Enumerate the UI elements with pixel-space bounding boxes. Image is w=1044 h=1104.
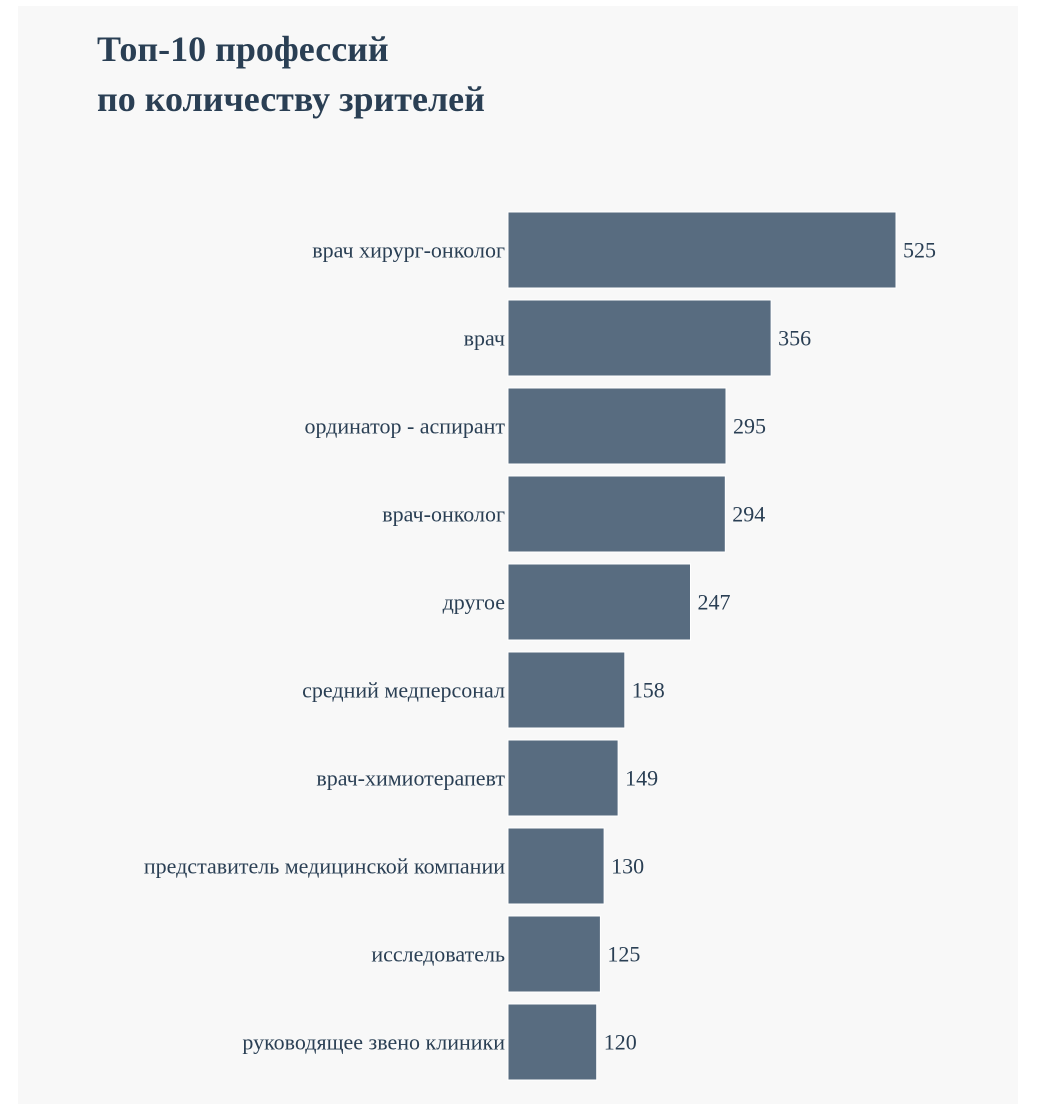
value-label-2: 295 <box>733 414 766 439</box>
bar-4 <box>507 563 691 641</box>
chart-title: Топ-10 профессий по количеству зрителей <box>97 24 485 124</box>
chart-title-line-2: по количеству зрителей <box>97 79 485 119</box>
category-label-8: исследователь <box>371 942 505 967</box>
category-label-4: другое <box>443 590 505 615</box>
category-label-7: представитель медицинской компании <box>144 854 505 879</box>
value-label-3: 294 <box>732 502 765 527</box>
value-label-0: 525 <box>903 238 936 263</box>
value-label-1: 356 <box>778 326 811 351</box>
bar-6 <box>507 739 619 817</box>
value-label-7: 130 <box>611 854 644 879</box>
bar-8 <box>507 915 601 993</box>
value-label-4: 247 <box>698 590 731 615</box>
value-label-8: 125 <box>607 942 640 967</box>
value-label-5: 158 <box>632 678 665 703</box>
bar-3 <box>507 475 726 553</box>
category-label-5: средний медперсонал <box>302 678 505 703</box>
value-label-6: 149 <box>625 766 658 791</box>
category-label-6: врач-химиотерапевт <box>316 766 505 791</box>
category-label-3: врач-онколог <box>382 502 505 527</box>
value-label-9: 120 <box>604 1030 637 1055</box>
category-label-9: руководящее звено клиники <box>242 1030 505 1055</box>
chart-title-line-1: Топ-10 профессий <box>97 29 389 69</box>
category-label-2: ординатор - аспирант <box>304 414 505 439</box>
bar-9 <box>507 1003 598 1081</box>
bar-7 <box>507 827 605 905</box>
bar-1 <box>507 299 772 377</box>
bar-5 <box>507 651 626 729</box>
category-label-1: врач <box>464 326 505 351</box>
bar-0 <box>507 211 897 289</box>
category-label-0: врач хирург-онколог <box>312 238 505 263</box>
bar-2 <box>507 387 727 465</box>
